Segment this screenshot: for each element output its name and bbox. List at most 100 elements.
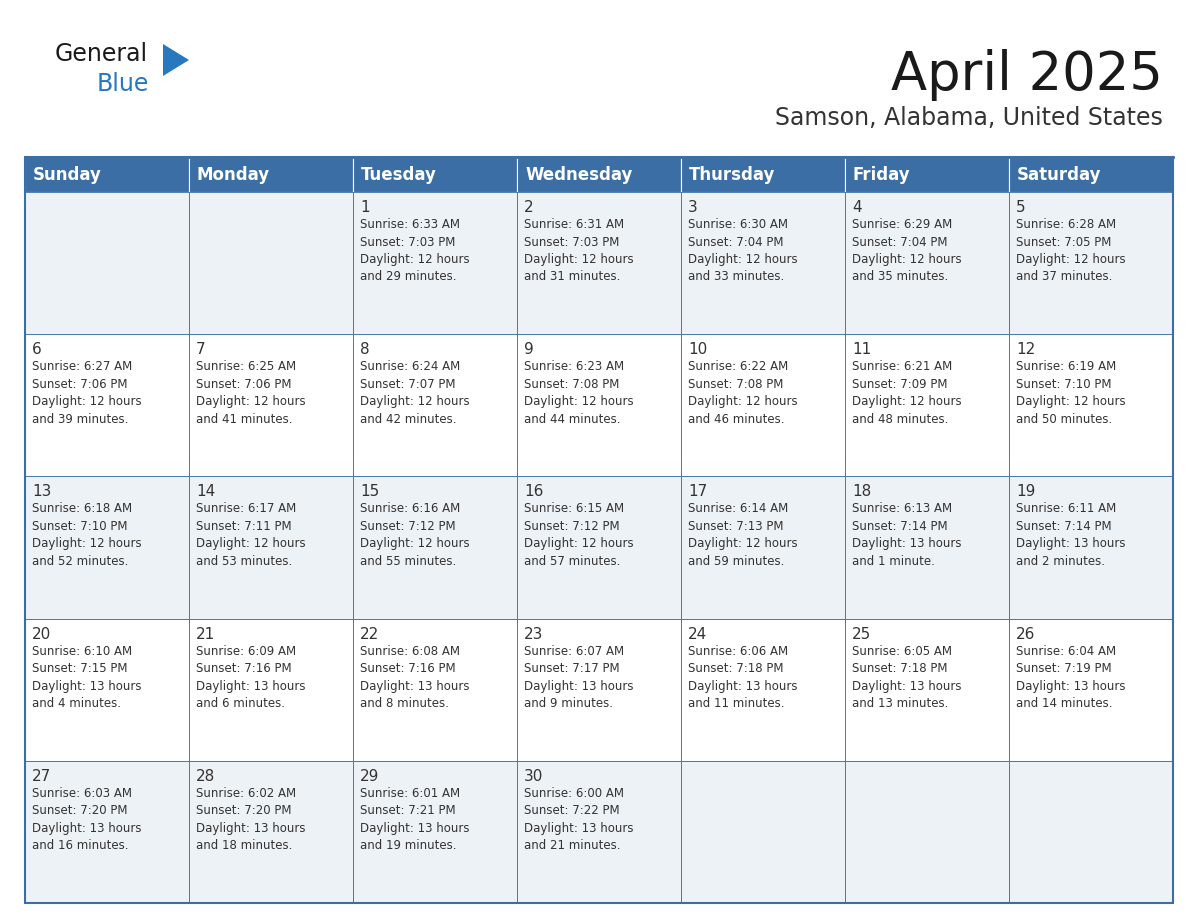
Bar	[845, 761, 1009, 903]
Bar	[25, 334, 189, 476]
Bar	[189, 619, 353, 761]
Text: Sunrise: 6:28 AM
Sunset: 7:05 PM
Daylight: 12 hours
and 37 minutes.: Sunrise: 6:28 AM Sunset: 7:05 PM Dayligh…	[1016, 218, 1125, 284]
Text: Sunrise: 6:19 AM
Sunset: 7:10 PM
Daylight: 12 hours
and 50 minutes.: Sunrise: 6:19 AM Sunset: 7:10 PM Dayligh…	[1016, 360, 1125, 426]
Text: 30: 30	[524, 768, 543, 784]
Text: Sunrise: 6:08 AM
Sunset: 7:16 PM
Daylight: 13 hours
and 8 minutes.: Sunrise: 6:08 AM Sunset: 7:16 PM Dayligh…	[360, 644, 469, 711]
Text: 3: 3	[688, 200, 697, 215]
Text: 19: 19	[1016, 485, 1036, 499]
Text: 23: 23	[524, 627, 543, 642]
Bar	[353, 761, 517, 903]
Text: Sunrise: 6:01 AM
Sunset: 7:21 PM
Daylight: 13 hours
and 19 minutes.: Sunrise: 6:01 AM Sunset: 7:21 PM Dayligh…	[360, 787, 469, 852]
Bar	[1009, 761, 1173, 903]
Text: 24: 24	[688, 627, 707, 642]
Text: Sunrise: 6:27 AM
Sunset: 7:06 PM
Daylight: 12 hours
and 39 minutes.: Sunrise: 6:27 AM Sunset: 7:06 PM Dayligh…	[32, 360, 141, 426]
Bar	[1009, 192, 1173, 334]
Bar	[1009, 476, 1173, 619]
Text: 27: 27	[32, 768, 51, 784]
Text: Sunrise: 6:09 AM
Sunset: 7:16 PM
Daylight: 13 hours
and 6 minutes.: Sunrise: 6:09 AM Sunset: 7:16 PM Dayligh…	[196, 644, 305, 711]
Text: Sunrise: 6:15 AM
Sunset: 7:12 PM
Daylight: 12 hours
and 57 minutes.: Sunrise: 6:15 AM Sunset: 7:12 PM Dayligh…	[524, 502, 633, 568]
Text: 5: 5	[1016, 200, 1025, 215]
Text: Sunrise: 6:23 AM
Sunset: 7:08 PM
Daylight: 12 hours
and 44 minutes.: Sunrise: 6:23 AM Sunset: 7:08 PM Dayligh…	[524, 360, 633, 426]
Text: 11: 11	[852, 342, 871, 357]
Polygon shape	[163, 44, 189, 76]
Text: 15: 15	[360, 485, 379, 499]
Text: Sunrise: 6:13 AM
Sunset: 7:14 PM
Daylight: 13 hours
and 1 minute.: Sunrise: 6:13 AM Sunset: 7:14 PM Dayligh…	[852, 502, 961, 568]
Text: 8: 8	[360, 342, 369, 357]
Bar	[189, 157, 353, 192]
Text: 6: 6	[32, 342, 42, 357]
Bar	[353, 192, 517, 334]
Text: Sunrise: 6:14 AM
Sunset: 7:13 PM
Daylight: 12 hours
and 59 minutes.: Sunrise: 6:14 AM Sunset: 7:13 PM Dayligh…	[688, 502, 797, 568]
Text: Sunrise: 6:22 AM
Sunset: 7:08 PM
Daylight: 12 hours
and 46 minutes.: Sunrise: 6:22 AM Sunset: 7:08 PM Dayligh…	[688, 360, 797, 426]
Text: Sunrise: 6:07 AM
Sunset: 7:17 PM
Daylight: 13 hours
and 9 minutes.: Sunrise: 6:07 AM Sunset: 7:17 PM Dayligh…	[524, 644, 633, 711]
Text: 29: 29	[360, 768, 379, 784]
Bar	[189, 476, 353, 619]
Bar	[1009, 619, 1173, 761]
Bar	[681, 157, 845, 192]
Bar	[189, 192, 353, 334]
Text: Sunrise: 6:11 AM
Sunset: 7:14 PM
Daylight: 13 hours
and 2 minutes.: Sunrise: 6:11 AM Sunset: 7:14 PM Dayligh…	[1016, 502, 1125, 568]
Text: Sunday: Sunday	[33, 165, 102, 184]
Text: Sunrise: 6:00 AM
Sunset: 7:22 PM
Daylight: 13 hours
and 21 minutes.: Sunrise: 6:00 AM Sunset: 7:22 PM Dayligh…	[524, 787, 633, 852]
Bar	[517, 192, 681, 334]
Text: Sunrise: 6:06 AM
Sunset: 7:18 PM
Daylight: 13 hours
and 11 minutes.: Sunrise: 6:06 AM Sunset: 7:18 PM Dayligh…	[688, 644, 797, 711]
Text: Monday: Monday	[197, 165, 270, 184]
Bar	[845, 192, 1009, 334]
Bar	[517, 334, 681, 476]
Text: General: General	[55, 42, 148, 66]
Text: 22: 22	[360, 627, 379, 642]
Text: Sunrise: 6:17 AM
Sunset: 7:11 PM
Daylight: 12 hours
and 53 minutes.: Sunrise: 6:17 AM Sunset: 7:11 PM Dayligh…	[196, 502, 305, 568]
Bar	[517, 761, 681, 903]
Text: Sunrise: 6:04 AM
Sunset: 7:19 PM
Daylight: 13 hours
and 14 minutes.: Sunrise: 6:04 AM Sunset: 7:19 PM Dayligh…	[1016, 644, 1125, 711]
Bar	[353, 157, 517, 192]
Text: 14: 14	[196, 485, 215, 499]
Text: Sunrise: 6:02 AM
Sunset: 7:20 PM
Daylight: 13 hours
and 18 minutes.: Sunrise: 6:02 AM Sunset: 7:20 PM Dayligh…	[196, 787, 305, 852]
Bar	[25, 192, 189, 334]
Text: Sunrise: 6:18 AM
Sunset: 7:10 PM
Daylight: 12 hours
and 52 minutes.: Sunrise: 6:18 AM Sunset: 7:10 PM Dayligh…	[32, 502, 141, 568]
Bar	[1009, 334, 1173, 476]
Bar	[25, 619, 189, 761]
Text: Sunrise: 6:25 AM
Sunset: 7:06 PM
Daylight: 12 hours
and 41 minutes.: Sunrise: 6:25 AM Sunset: 7:06 PM Dayligh…	[196, 360, 305, 426]
Bar	[681, 192, 845, 334]
Text: 9: 9	[524, 342, 533, 357]
Text: Sunrise: 6:33 AM
Sunset: 7:03 PM
Daylight: 12 hours
and 29 minutes.: Sunrise: 6:33 AM Sunset: 7:03 PM Dayligh…	[360, 218, 469, 284]
Text: Sunrise: 6:10 AM
Sunset: 7:15 PM
Daylight: 13 hours
and 4 minutes.: Sunrise: 6:10 AM Sunset: 7:15 PM Dayligh…	[32, 644, 141, 711]
Bar	[845, 619, 1009, 761]
Bar	[845, 157, 1009, 192]
Bar	[189, 334, 353, 476]
Text: 10: 10	[688, 342, 707, 357]
Bar	[25, 761, 189, 903]
Text: 17: 17	[688, 485, 707, 499]
Bar	[353, 476, 517, 619]
Text: 21: 21	[196, 627, 215, 642]
Bar	[1009, 157, 1173, 192]
Bar	[681, 619, 845, 761]
Text: Wednesday: Wednesday	[525, 165, 632, 184]
Text: Sunrise: 6:16 AM
Sunset: 7:12 PM
Daylight: 12 hours
and 55 minutes.: Sunrise: 6:16 AM Sunset: 7:12 PM Dayligh…	[360, 502, 469, 568]
Text: Samson, Alabama, United States: Samson, Alabama, United States	[775, 106, 1163, 130]
Text: 12: 12	[1016, 342, 1035, 357]
Text: Sunrise: 6:30 AM
Sunset: 7:04 PM
Daylight: 12 hours
and 33 minutes.: Sunrise: 6:30 AM Sunset: 7:04 PM Dayligh…	[688, 218, 797, 284]
Text: 7: 7	[196, 342, 206, 357]
Bar	[25, 157, 1173, 903]
Text: April 2025: April 2025	[891, 49, 1163, 101]
Text: Sunrise: 6:21 AM
Sunset: 7:09 PM
Daylight: 12 hours
and 48 minutes.: Sunrise: 6:21 AM Sunset: 7:09 PM Dayligh…	[852, 360, 961, 426]
Text: 18: 18	[852, 485, 871, 499]
Bar	[353, 619, 517, 761]
Text: Sunrise: 6:05 AM
Sunset: 7:18 PM
Daylight: 13 hours
and 13 minutes.: Sunrise: 6:05 AM Sunset: 7:18 PM Dayligh…	[852, 644, 961, 711]
Text: Tuesday: Tuesday	[361, 165, 437, 184]
Text: Blue: Blue	[97, 72, 150, 96]
Text: Sunrise: 6:29 AM
Sunset: 7:04 PM
Daylight: 12 hours
and 35 minutes.: Sunrise: 6:29 AM Sunset: 7:04 PM Dayligh…	[852, 218, 961, 284]
Bar	[681, 476, 845, 619]
Bar	[517, 619, 681, 761]
Text: 1: 1	[360, 200, 369, 215]
Text: Sunrise: 6:31 AM
Sunset: 7:03 PM
Daylight: 12 hours
and 31 minutes.: Sunrise: 6:31 AM Sunset: 7:03 PM Dayligh…	[524, 218, 633, 284]
Bar	[845, 334, 1009, 476]
Bar	[681, 761, 845, 903]
Bar	[681, 334, 845, 476]
Text: 2: 2	[524, 200, 533, 215]
Text: 13: 13	[32, 485, 51, 499]
Bar	[25, 157, 189, 192]
Text: 4: 4	[852, 200, 861, 215]
Text: Thursday: Thursday	[689, 165, 776, 184]
